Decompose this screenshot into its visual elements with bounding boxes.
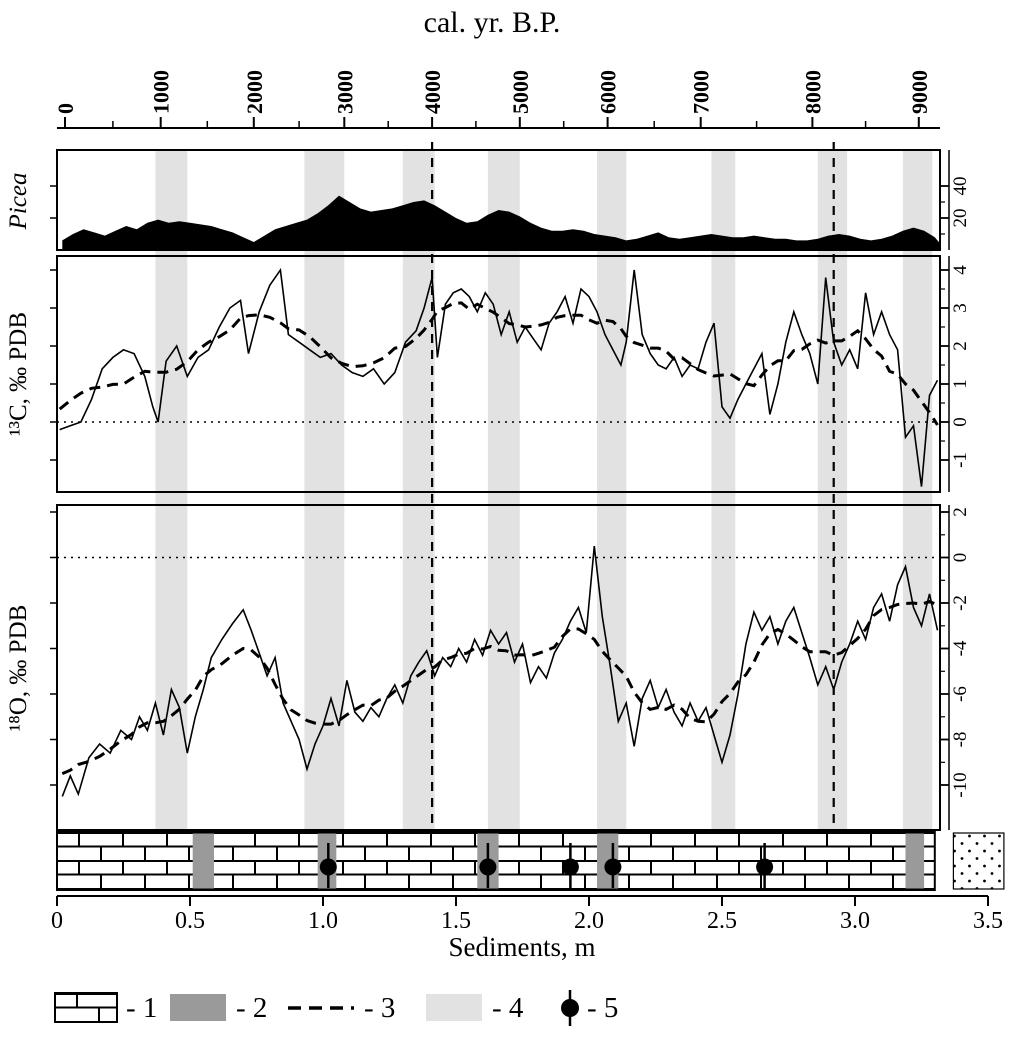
picea-tick-label: 20	[950, 209, 971, 228]
o18-panel: 2 0 -2 -4 -6 -8 -10	[50, 504, 971, 831]
o18-tick-label: -4	[950, 640, 971, 656]
o18-tick-label: -2	[950, 595, 971, 611]
o18-tick-label: -6	[950, 686, 971, 702]
sample-lollipop-marker	[604, 858, 622, 876]
depth-tick-label: 3.0	[840, 908, 870, 934]
legend: - 1 - 2 - 3 - 4 - 5	[54, 990, 618, 1026]
age-tick-label: 5000	[508, 70, 533, 114]
c13-tick-label: 2	[950, 341, 971, 351]
c13-tick-label: -1	[950, 452, 971, 468]
depth-tick-label: 3.5	[973, 908, 1003, 934]
depth-axis-title: Sediments, m	[449, 932, 596, 962]
o18-tick-label: -8	[950, 732, 971, 748]
legend-item-smoothed-line: - 3	[288, 992, 395, 1024]
zone-bands	[155, 150, 933, 830]
c13-curve	[59, 267, 939, 487]
gray-zone-band	[597, 150, 627, 830]
o18-tick-label: 2	[950, 507, 971, 517]
sample-lollipop-marker	[756, 858, 774, 876]
depth-tick-label: 2.5	[707, 908, 737, 934]
correlation-lines	[431, 142, 835, 830]
gray-zone-band	[817, 150, 848, 830]
sample-lollipop-marker	[479, 858, 497, 876]
o18-frame	[56, 504, 941, 831]
age-tick-label: 9000	[907, 70, 932, 114]
c13-tick-label: 4	[950, 265, 971, 275]
age-tick-label: 3000	[332, 70, 357, 114]
gray-interbed-swatch	[170, 994, 226, 1021]
depth-tick-label: 0	[51, 908, 63, 934]
o18-tick-label: -10	[950, 772, 971, 797]
age-tick-label: 6000	[596, 70, 621, 114]
gray-zone-band	[711, 150, 736, 830]
c13-tick-label: 3	[950, 303, 971, 313]
gray-zone-band	[487, 150, 520, 830]
lithology-bar	[56, 831, 1005, 891]
picea-frame	[56, 149, 941, 251]
o18-smoothed-curve	[61, 599, 939, 775]
gray-zone-band	[402, 150, 435, 830]
age-tick-label: 4000	[420, 70, 445, 114]
legend-label-5: - 5	[587, 992, 618, 1024]
c13-smoothed-curve	[58, 301, 939, 426]
depth-tick-label: 1.0	[308, 908, 338, 934]
age-axis-title: cal. yr. B.P.	[424, 6, 561, 39]
lith-gray-interbed	[905, 833, 925, 889]
picea-axis-label: Picea	[5, 173, 32, 231]
c13-tick-label: 1	[950, 379, 971, 389]
gray-zone-band	[902, 150, 933, 830]
legend-label-3: - 3	[364, 992, 395, 1024]
sample-lollipop-marker	[319, 858, 337, 876]
legend-label-1: - 1	[126, 992, 157, 1024]
legend-item-limestone: - 1	[54, 992, 157, 1024]
gray-zone-band	[304, 150, 345, 830]
lith-gray-interbed	[192, 833, 214, 889]
c13-panel: 4 3 2 1 0 -1	[50, 255, 971, 493]
sample-lollipop-marker	[561, 858, 579, 876]
depth-tick-label: 1.5	[441, 908, 471, 934]
legend-label-2: - 2	[236, 992, 267, 1024]
c13-tick-label: 0	[950, 417, 971, 427]
age-tick-label: 0	[53, 103, 78, 114]
o18-axis-label: ¹⁸O, ‰ PDB	[5, 605, 32, 732]
c13-axis-label: ¹³C, ‰ PDB	[5, 312, 32, 436]
depth-axis: 0 0.5 1.0 1.5 2.0 2.5 3.0 3.5	[51, 895, 1003, 934]
legend-label-4: - 4	[492, 992, 524, 1024]
o18-tick-label: 0	[950, 553, 971, 563]
picea-area-curve	[62, 195, 941, 250]
c13-frame	[56, 255, 941, 493]
picea-tick-label: 40	[950, 177, 971, 196]
age-axis: 0 1000 2000 3000 4000 5000 6000 7000 8000 9000	[53, 70, 940, 129]
age-tick-label: 1000	[149, 70, 174, 114]
lithology-dotted-block	[952, 832, 1005, 890]
legend-item-sample: - 5	[561, 990, 618, 1026]
depth-tick-label: 0.5	[175, 908, 205, 934]
o18-curve	[61, 546, 939, 797]
zone-band-swatch	[426, 994, 482, 1021]
legend-item-gray-interbed: - 2	[170, 992, 267, 1024]
depth-tick-label: 2.0	[574, 908, 604, 934]
sample-swatch-marker	[561, 999, 579, 1017]
age-tick-label: 2000	[242, 70, 267, 114]
age-tick-label: 8000	[800, 70, 825, 114]
legend-item-zone-band: - 4	[426, 992, 524, 1024]
gray-zone-band	[155, 150, 188, 830]
limestone-swatch	[54, 992, 118, 1023]
age-tick-label: 7000	[689, 70, 714, 114]
